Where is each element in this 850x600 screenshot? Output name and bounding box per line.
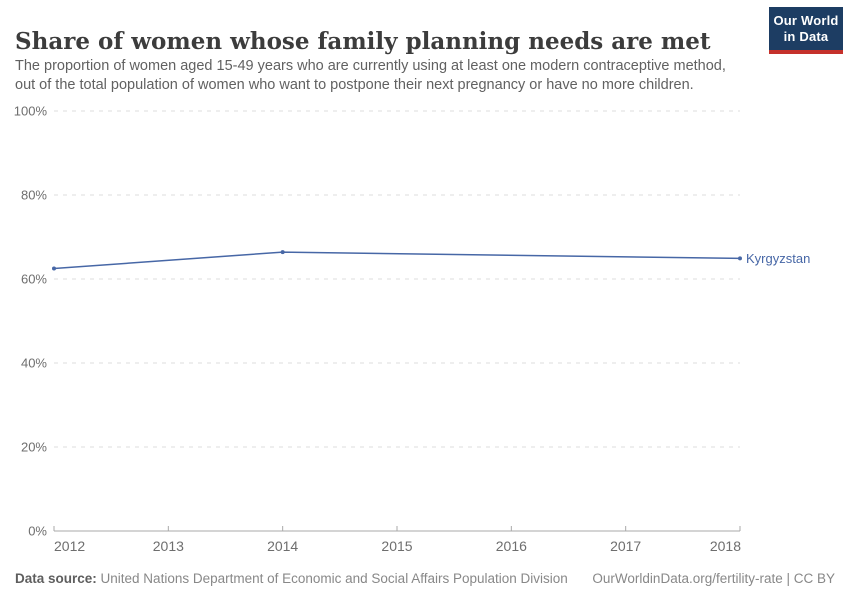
chart-footer: Data source: United Nations Department o… xyxy=(15,570,835,587)
x-tick-label: 2013 xyxy=(153,538,184,554)
data-point-marker[interactable] xyxy=(52,266,56,271)
data-source-label: Data source: xyxy=(15,571,97,586)
data-source-note: Data source: United Nations Department o… xyxy=(15,570,568,587)
x-tick-label: 2017 xyxy=(610,538,641,554)
data-point-marker[interactable] xyxy=(738,256,742,261)
chart-subtitle-line1: The proportion of women aged 15-49 years… xyxy=(15,58,726,74)
series-entity-label[interactable]: Kyrgyzstan xyxy=(746,251,810,266)
data-source-text: United Nations Department of Economic an… xyxy=(96,571,568,586)
y-tick-label: 40% xyxy=(21,356,47,371)
x-tick-label: 2018 xyxy=(710,538,741,554)
x-tick-label: 2014 xyxy=(267,538,298,554)
y-tick-label: 80% xyxy=(21,188,47,203)
y-tick-label: 100% xyxy=(14,104,48,119)
y-tick-label: 60% xyxy=(21,272,47,287)
x-tick-label: 2012 xyxy=(54,538,85,554)
y-tick-label: 20% xyxy=(21,440,47,455)
owid-logo-line1: Our World xyxy=(773,13,839,28)
series-line[interactable] xyxy=(53,251,741,270)
x-tick-label: 2016 xyxy=(496,538,527,554)
owid-logo-line2: in Data xyxy=(783,29,829,44)
page-title: Share of women whose family planning nee… xyxy=(15,28,711,56)
x-tick-label: 2015 xyxy=(381,538,412,554)
data-point-marker[interactable] xyxy=(280,250,285,255)
owid-logo: Our World in Data xyxy=(769,7,843,54)
chart-subtitle: The proportion of women aged 15-49 years… xyxy=(15,57,760,95)
attribution-link[interactable]: OurWorldinData.org/fertility-rate | CC B… xyxy=(592,571,835,586)
chart-subtitle-line2: out of the total population of women who… xyxy=(15,77,694,93)
y-tick-label: 0% xyxy=(28,524,47,539)
